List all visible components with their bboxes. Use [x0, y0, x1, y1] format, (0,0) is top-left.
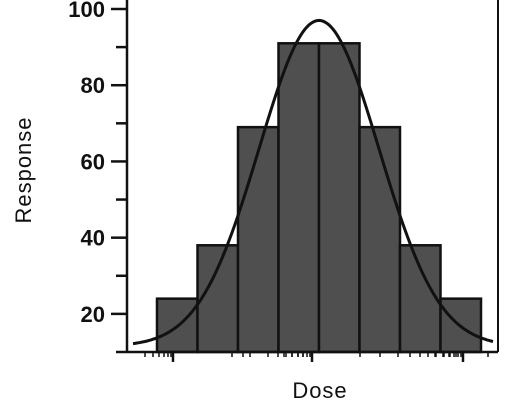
y-axis-title-box: Response	[4, 100, 44, 240]
y-tick-label: 100	[68, 0, 105, 22]
bar	[277, 42, 321, 354]
fit-curve	[132, 18, 494, 346]
y-tick-label: 60	[81, 149, 105, 174]
bar	[358, 125, 402, 354]
bar	[196, 244, 240, 354]
y-axis-title: Response	[11, 116, 36, 224]
bar	[317, 42, 361, 354]
y-tick-label: 40	[81, 226, 105, 251]
bar	[236, 125, 280, 354]
y-ticks: 20 40 60 80 100	[68, 0, 127, 354]
bar	[398, 244, 442, 354]
bars	[155, 42, 483, 354]
x-axis-title: Dose	[292, 378, 348, 403]
y-tick-label: 80	[81, 73, 105, 98]
x-ticks	[144, 352, 489, 362]
y-tick-label: 20	[81, 302, 105, 327]
